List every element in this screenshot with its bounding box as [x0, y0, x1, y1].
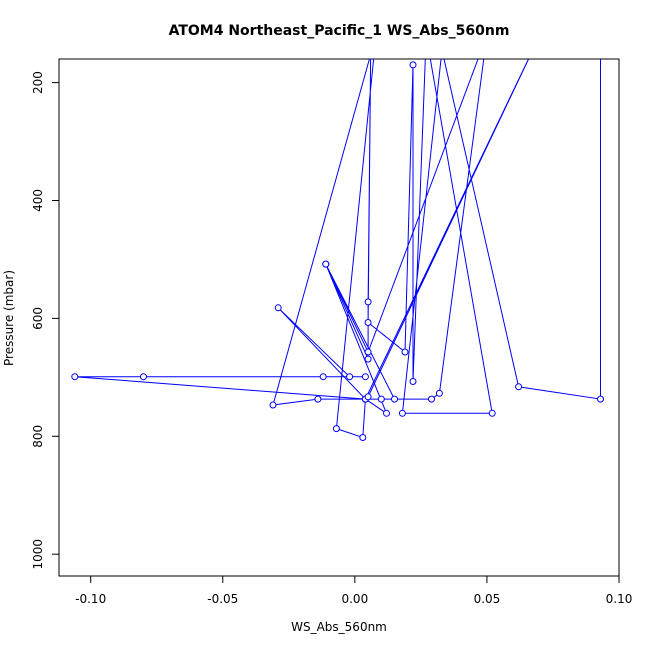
data-point [398, 409, 406, 417]
data-point [428, 395, 435, 403]
x-tick-label: 0.00 [341, 592, 368, 606]
data-point [140, 373, 147, 381]
data-point [346, 373, 354, 381]
x-axis: -0.10 -0.05 0.00 0.05 0.10 [75, 575, 633, 606]
x-tick-label: 0.05 [474, 592, 501, 606]
data-point [364, 319, 372, 326]
x-tick-label: -0.10 [75, 592, 106, 606]
chart-title: ATOM4 Northeast_Pacific_1 WS_Abs_560nm [169, 23, 510, 39]
y-tick-label: 1000 [31, 539, 45, 570]
data-point [409, 378, 417, 385]
data-point [364, 393, 372, 401]
data-point [364, 298, 372, 306]
series-line [74, 59, 601, 439]
data-point [377, 395, 385, 403]
data-point [401, 348, 409, 356]
data-point [515, 383, 523, 391]
data-point [391, 395, 398, 403]
x-tick-label: -0.05 [207, 592, 238, 606]
data-point [364, 355, 372, 363]
x-tick-label: 0.10 [606, 592, 633, 606]
data-point [314, 395, 322, 403]
data-point [435, 389, 443, 397]
plot-area-frame [58, 58, 620, 577]
data-point [361, 373, 369, 381]
data-point [319, 373, 327, 381]
y-axis-title: Pressure (mbar) [2, 270, 16, 366]
plot-content [71, 59, 604, 441]
y-tick-label: 800 [31, 425, 45, 448]
data-point [269, 401, 277, 409]
y-tick-label: 400 [31, 189, 45, 212]
data-point [274, 304, 282, 312]
data-point [359, 434, 367, 441]
x-axis-title: WS_Abs_560nm [291, 620, 387, 634]
y-axis: 200 400 600 800 1000 [31, 71, 60, 570]
data-point [71, 373, 79, 381]
y-tick-label: 600 [31, 307, 45, 330]
data-point [332, 425, 340, 433]
data-point [383, 409, 390, 417]
data-point [488, 409, 496, 417]
y-tick-label: 200 [31, 71, 45, 94]
data-point [597, 395, 604, 403]
data-point [322, 260, 330, 268]
data-point [364, 348, 372, 356]
data-point [409, 61, 417, 69]
